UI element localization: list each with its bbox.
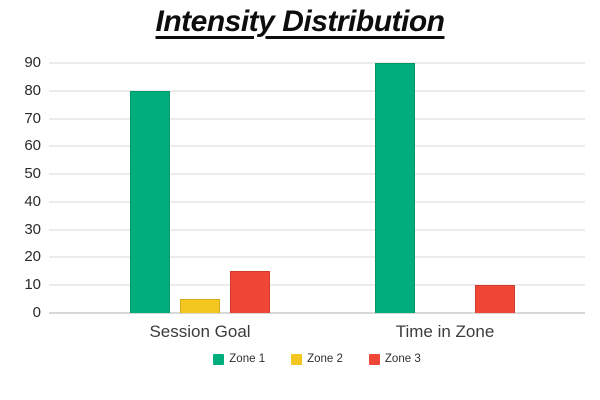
bar-zone-3-time-in-zone — [475, 285, 515, 313]
legend-item-zone-3: Zone 3 — [368, 353, 421, 365]
legend-swatch-zone-3 — [368, 353, 380, 365]
gridline-60 — [49, 145, 585, 148]
gridline-30 — [49, 228, 585, 231]
bar-zone-1-time-in-zone — [375, 63, 415, 313]
category-label-session-goal: Session Goal — [149, 322, 251, 341]
plot-area: 0 10 20 30 40 50 60 70 80 90 Session Goal Time in Z… — [24, 54, 585, 341]
y-axis-tick-label-20: 20 — [24, 248, 41, 266]
legend-label-zone-1: Zone 1 — [229, 353, 266, 365]
legend-item-zone-1: Zone 1 — [213, 353, 265, 365]
y-axis-tick-label-90: 90 — [24, 54, 41, 71]
bar-zone-1-session-goal — [130, 91, 170, 313]
y-axis-tick-label-10: 10 — [24, 276, 41, 294]
bar-zone-2-session-goal — [180, 299, 220, 313]
legend-swatch-zone-2 — [291, 353, 303, 365]
legend: Zone 1 Zone 2 Zone 3 — [49, 353, 585, 365]
y-axis-tick-label-70: 70 — [24, 109, 41, 127]
y-axis-tick-label-40: 40 — [24, 192, 41, 210]
category-label-time-in-zone: Time in Zone — [395, 322, 495, 341]
chart-title: Intensity Distribution — [0, 5, 600, 39]
gridline-10 — [49, 284, 585, 287]
legend-label-zone-2: Zone 2 — [307, 353, 343, 365]
gridline-70 — [49, 117, 585, 120]
gridline-50 — [49, 173, 585, 176]
y-axis-tick-label-60: 60 — [24, 137, 41, 155]
gridline-40 — [49, 200, 585, 203]
y-axis-tick-label-0: 0 — [32, 304, 41, 321]
gridline-20 — [49, 256, 585, 259]
x-axis-line — [49, 312, 585, 314]
y-axis-tick-label-50: 50 — [24, 165, 41, 183]
gridline-80 — [49, 89, 585, 92]
bar-zone-3-session-goal — [230, 271, 270, 313]
chart-title-text: Intensity Distribution — [155, 5, 446, 38]
gridline-90 — [49, 62, 585, 64]
legend-swatch-zone-1 — [213, 353, 225, 365]
legend-label-zone-3: Zone 3 — [384, 353, 421, 365]
y-axis-tick-label-80: 80 — [24, 81, 41, 99]
legend-item-zone-2: Zone 2 — [291, 353, 343, 365]
y-axis-tick-label-30: 30 — [24, 220, 41, 238]
